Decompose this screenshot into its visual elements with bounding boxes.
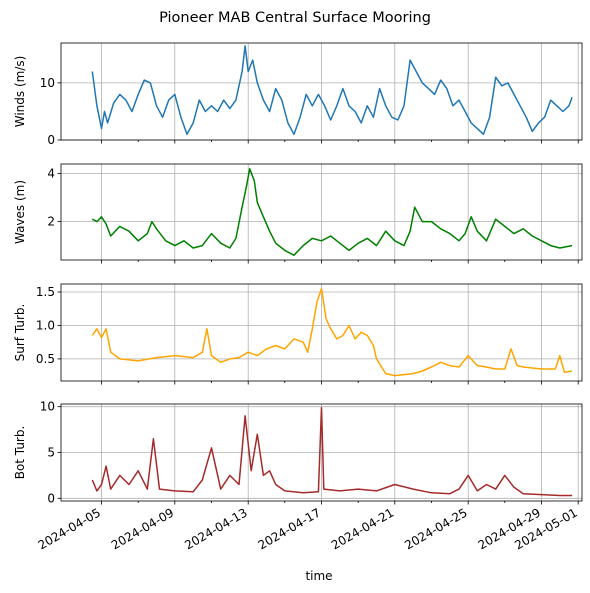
figure-title: Pioneer MAB Central Surface Mooring	[159, 10, 431, 26]
y-tick-label: 10	[40, 400, 55, 414]
y-axis-label: Winds (m/s)	[13, 56, 27, 128]
x-tick-label: 2024-04-13	[182, 505, 249, 552]
x-tick-label: 2024-04-25	[402, 505, 469, 552]
y-tick-label: 2	[47, 215, 55, 229]
y-tick-label: 0	[47, 133, 55, 147]
x-tick-label: 2024-04-09	[109, 505, 176, 552]
panel-3: 0.5 1.0 1.5 Surf Turb.	[13, 284, 582, 385]
panel-1: 0 10 Winds (m/s)	[13, 43, 582, 147]
x-tick-label: 2024-04-17	[256, 505, 323, 552]
series-line	[92, 169, 572, 255]
series-line	[92, 408, 572, 496]
x-axis-label: time	[305, 569, 332, 583]
y-tick-label: 1.5	[36, 285, 55, 299]
y-tick-label: 1.0	[36, 319, 55, 333]
y-tick-label: 5	[47, 446, 55, 460]
y-tick-label: 4	[47, 167, 55, 181]
panel-2: 2 4 Waves (m)	[13, 164, 582, 264]
y-tick-label: 0	[47, 491, 55, 505]
y-tick-label: 0.5	[36, 352, 55, 366]
y-axis-label: Surf Turb.	[13, 304, 27, 362]
series-line	[92, 289, 572, 376]
x-tick-label: 2024-04-05	[36, 505, 103, 552]
y-axis-label: Waves (m)	[13, 180, 27, 244]
series-line	[92, 46, 572, 134]
y-tick-label: 10	[40, 76, 55, 90]
y-axis-label: Bot Turb.	[13, 426, 27, 480]
x-tick-label: 2024-04-21	[329, 505, 396, 552]
panels: 0 10 Winds (m/s) 2 4 Waves (m) 0.5 1.0 1.5 Surf T…	[13, 43, 582, 552]
